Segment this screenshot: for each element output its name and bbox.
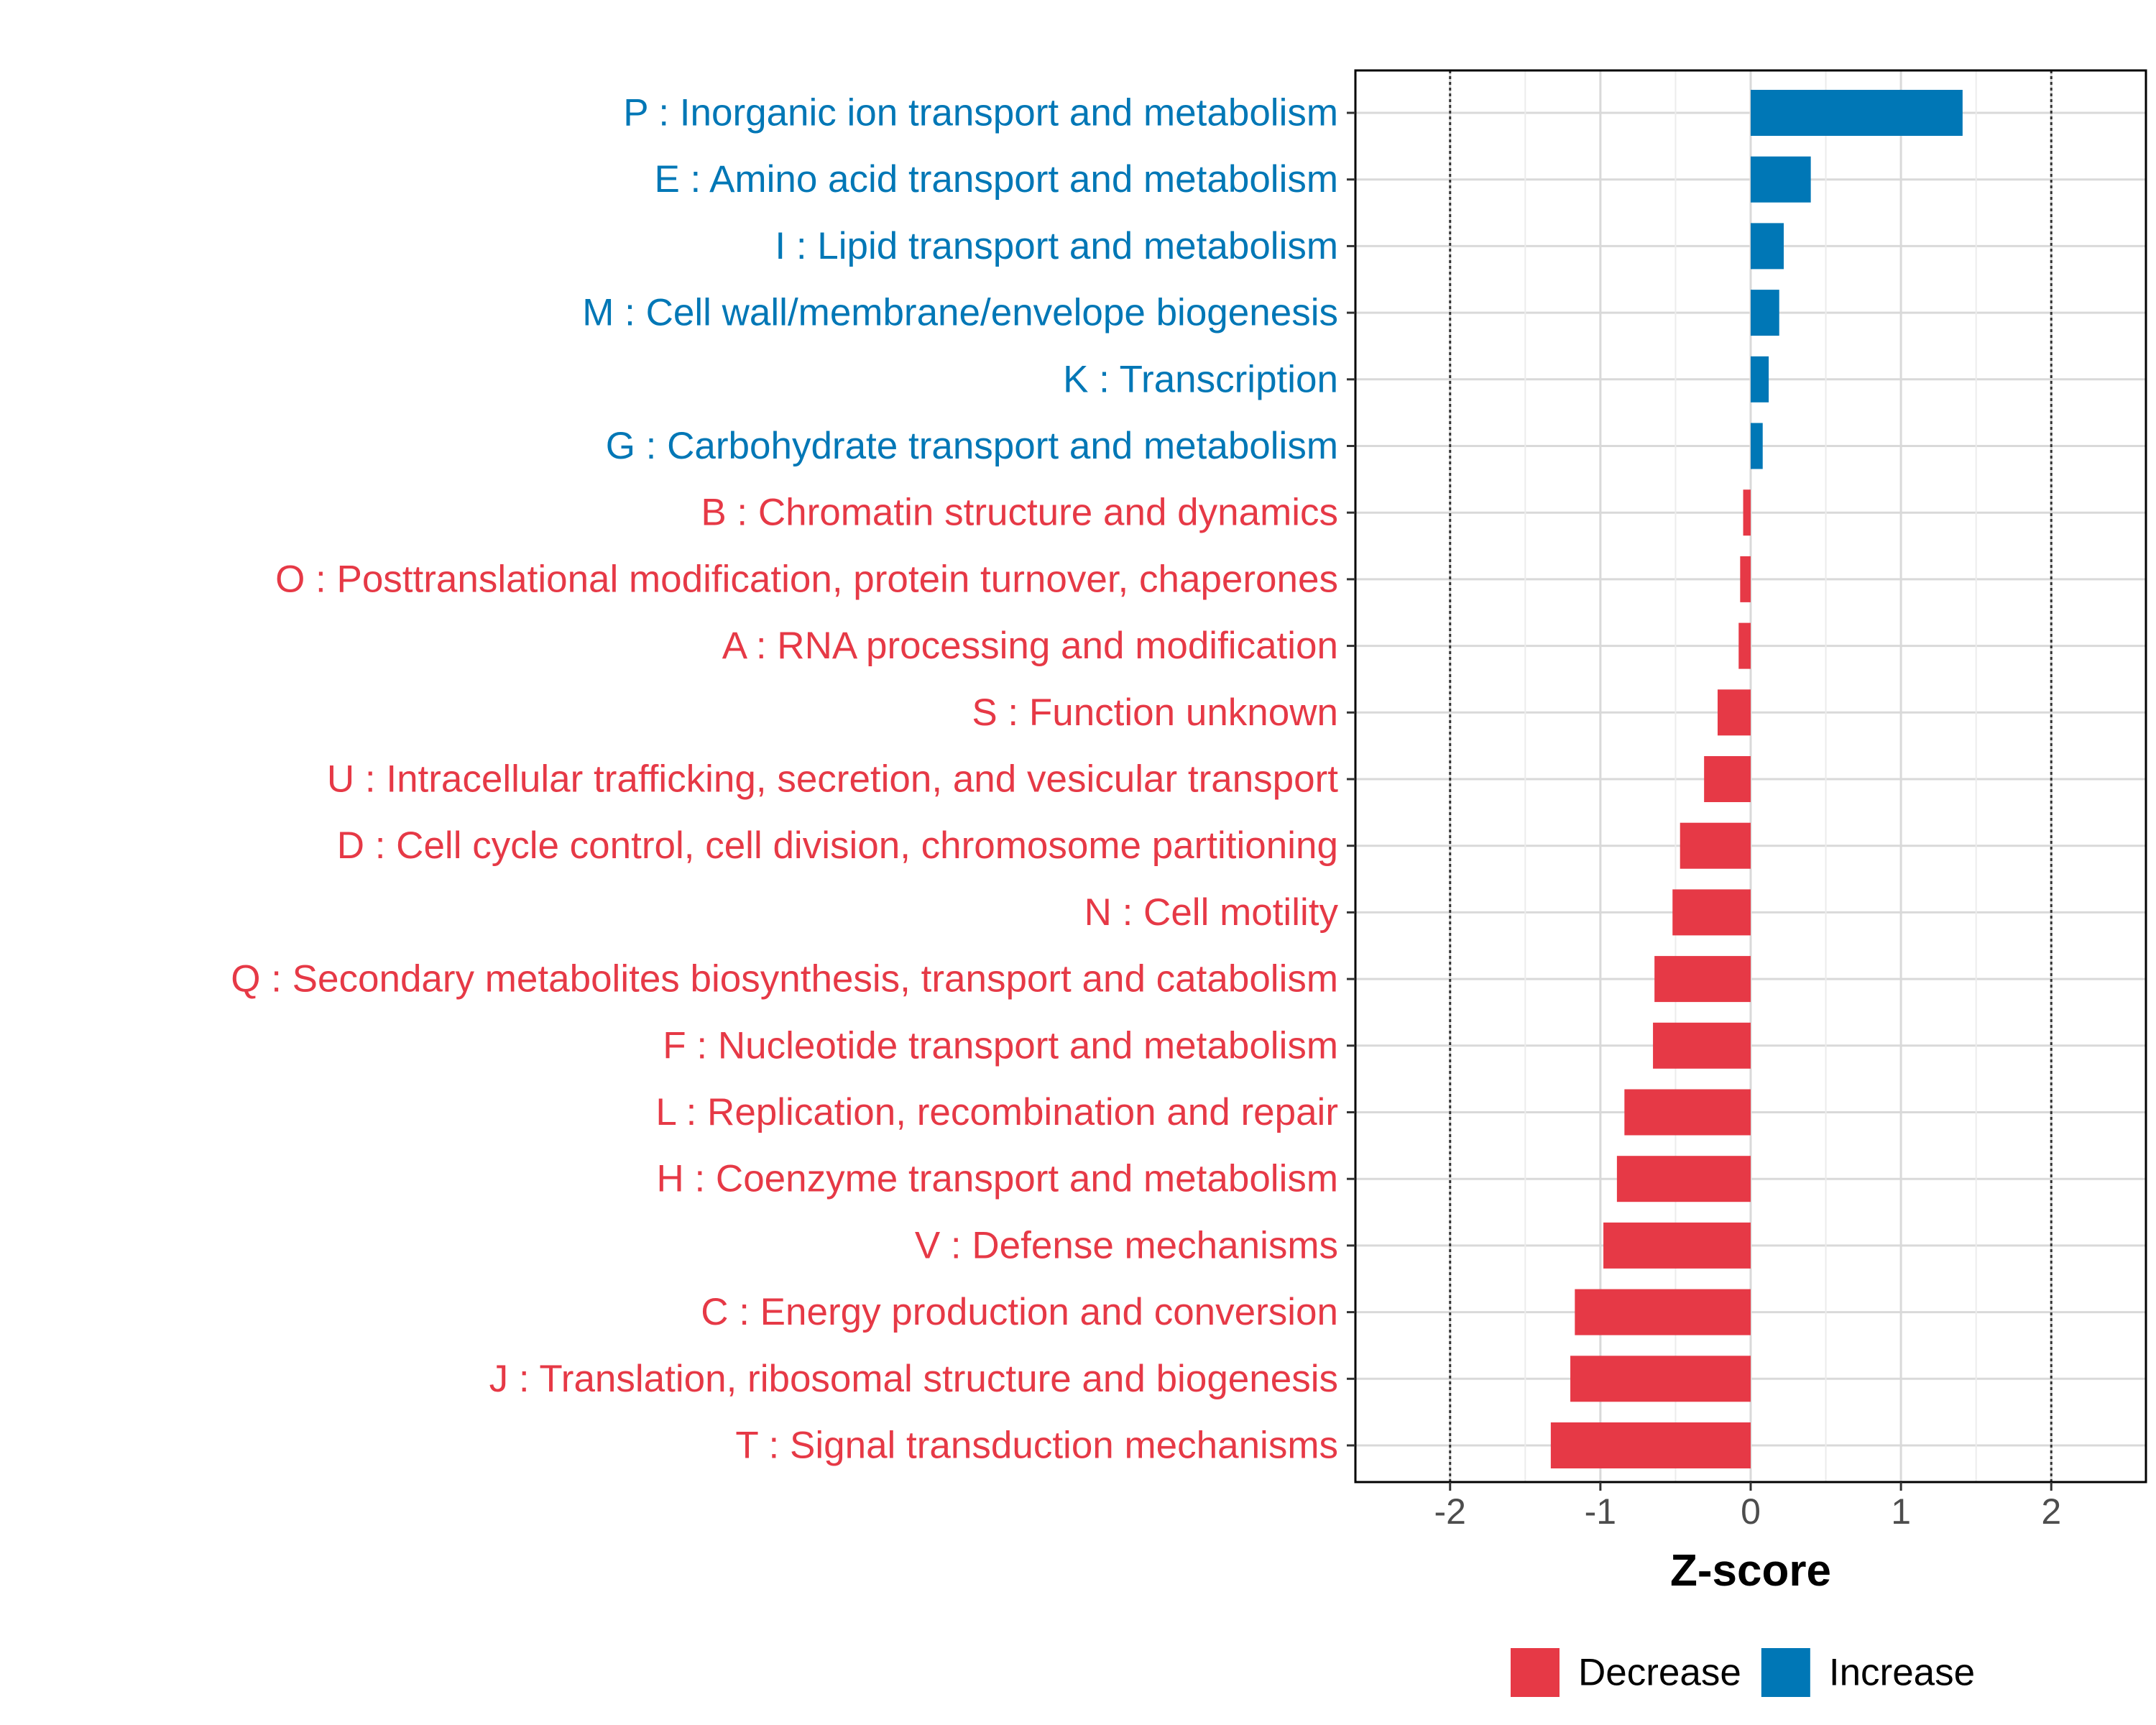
category-label: I : Lipid transport and metabolism <box>775 225 1338 267</box>
x-tick-label: -2 <box>1434 1491 1466 1532</box>
x-axis-ticks: -2 -1 0 1 2 <box>1434 1482 2061 1532</box>
category-label: T : Signal transduction mechanisms <box>735 1425 1338 1467</box>
legend-label: Decrease <box>1578 1652 1741 1694</box>
bar <box>1704 756 1751 802</box>
bar <box>1616 1156 1751 1202</box>
bar <box>1751 290 1779 336</box>
bar <box>1624 1089 1751 1136</box>
bar <box>1751 156 1811 203</box>
bar <box>1680 822 1751 869</box>
category-label: H : Coenzyme transport and metabolism <box>656 1158 1338 1200</box>
bar <box>1603 1222 1751 1269</box>
bar <box>1751 356 1769 402</box>
category-label: M : Cell wall/membrane/envelope biogenes… <box>582 292 1338 334</box>
x-axis-title: Z-score <box>1670 1546 1831 1596</box>
legend: Decrease Increase <box>1511 1648 1975 1697</box>
category-label: J : Translation, ribosomal structure and… <box>489 1358 1338 1400</box>
y-axis-ticks: P : Inorganic ion transport and metaboli… <box>231 92 1355 1467</box>
bars <box>1550 90 1963 1468</box>
category-label: F : Nucleotide transport and metabolism <box>663 1024 1338 1067</box>
category-label: S : Function unknown <box>972 691 1338 734</box>
category-label: O : Posttranslational modification, prot… <box>275 558 1338 600</box>
category-label: A : RNA processing and modification <box>722 625 1338 667</box>
x-tick-label: 0 <box>1741 1491 1761 1532</box>
category-label: E : Amino acid transport and metabolism <box>654 158 1338 201</box>
legend-swatch <box>1511 1648 1560 1697</box>
bar <box>1751 90 1963 136</box>
legend-swatch <box>1761 1648 1810 1697</box>
bar <box>1653 1022 1751 1069</box>
bar <box>1575 1289 1751 1335</box>
category-label: G : Carbohydrate transport and metabolis… <box>606 425 1338 467</box>
bar <box>1654 956 1751 1003</box>
category-label: N : Cell motility <box>1084 891 1339 934</box>
x-tick-label: -1 <box>1585 1491 1616 1532</box>
bar <box>1740 556 1751 602</box>
category-label: K : Transcription <box>1063 358 1338 400</box>
category-label: C : Energy production and conversion <box>701 1291 1338 1333</box>
x-tick-label: 2 <box>2041 1491 2061 1532</box>
category-label: U : Intracellular trafficking, secretion… <box>327 758 1338 801</box>
bar <box>1570 1356 1751 1402</box>
legend-label: Increase <box>1829 1652 1975 1694</box>
x-tick-label: 1 <box>1891 1491 1911 1532</box>
bar <box>1743 489 1751 536</box>
bar <box>1738 622 1751 669</box>
category-label: D : Cell cycle control, cell division, c… <box>337 824 1338 867</box>
category-label: B : Chromatin structure and dynamics <box>701 492 1338 534</box>
bar <box>1751 423 1763 469</box>
category-label: V : Defense mechanisms <box>915 1224 1338 1266</box>
bar <box>1751 223 1784 270</box>
category-label: P : Inorganic ion transport and metaboli… <box>623 92 1338 134</box>
bar <box>1550 1422 1751 1468</box>
bar <box>1672 889 1751 936</box>
category-label: L : Replication, recombination and repai… <box>655 1091 1338 1133</box>
category-label: Q : Secondary metabolites biosynthesis, … <box>231 958 1338 1000</box>
bar <box>1717 689 1751 736</box>
